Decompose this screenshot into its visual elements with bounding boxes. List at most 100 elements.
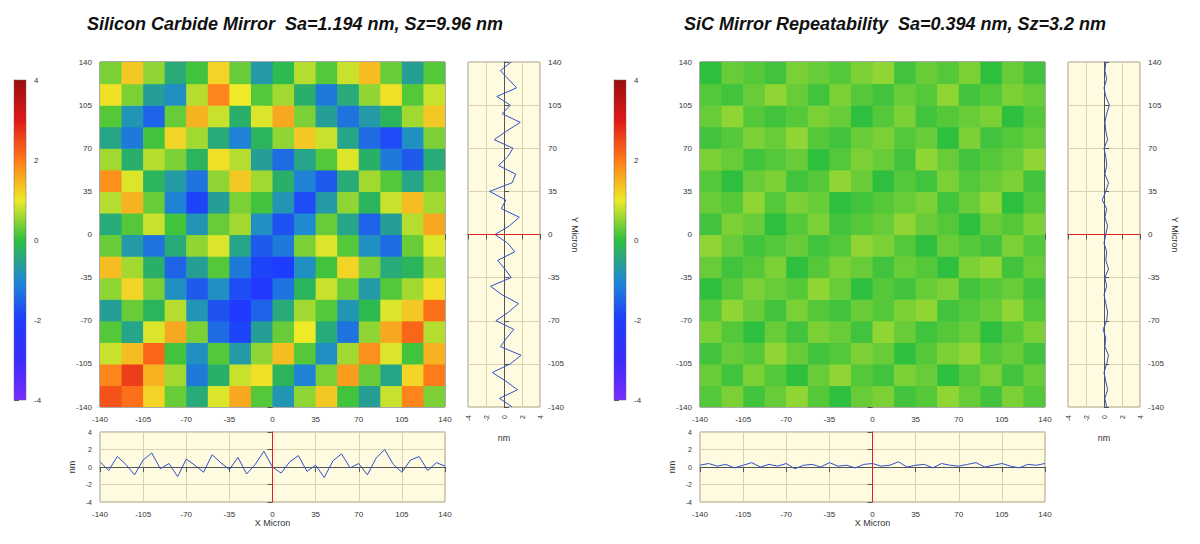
svg-text:nm: nm xyxy=(498,433,511,443)
svg-text:-2: -2 xyxy=(634,316,642,325)
svg-text:2: 2 xyxy=(634,156,639,165)
svg-text:-70: -70 xyxy=(780,415,792,424)
svg-text:35: 35 xyxy=(83,187,92,196)
svg-text:-70: -70 xyxy=(180,415,192,424)
svg-text:2: 2 xyxy=(1119,415,1126,419)
svg-text:-35: -35 xyxy=(680,273,692,282)
svg-text:-105: -105 xyxy=(76,359,93,368)
svg-text:70: 70 xyxy=(954,415,963,424)
svg-text:-70: -70 xyxy=(680,316,692,325)
svg-text:-140: -140 xyxy=(676,403,693,412)
svg-text:140: 140 xyxy=(679,58,693,67)
svg-text:-35: -35 xyxy=(548,273,560,282)
svg-text:-35: -35 xyxy=(224,510,236,519)
svg-text:-140: -140 xyxy=(92,510,109,519)
svg-text:35: 35 xyxy=(683,187,692,196)
svg-text:140: 140 xyxy=(1148,58,1162,67)
svg-text:70: 70 xyxy=(354,510,363,519)
svg-text:4: 4 xyxy=(88,429,92,436)
svg-text:X Micron: X Micron xyxy=(855,518,891,528)
svg-text:105: 105 xyxy=(1148,101,1162,110)
svg-text:0: 0 xyxy=(688,230,693,239)
svg-text:0: 0 xyxy=(1148,230,1153,239)
svg-text:-70: -70 xyxy=(180,510,192,519)
svg-text:-4: -4 xyxy=(465,415,472,421)
svg-text:-105: -105 xyxy=(676,359,693,368)
svg-text:2: 2 xyxy=(519,415,526,419)
svg-text:140: 140 xyxy=(1038,415,1052,424)
svg-text:35: 35 xyxy=(911,415,920,424)
svg-text:0: 0 xyxy=(88,464,92,471)
svg-text:-105: -105 xyxy=(135,510,152,519)
svg-text:-140: -140 xyxy=(692,415,709,424)
svg-text:0: 0 xyxy=(501,415,508,419)
svg-text:nm: nm xyxy=(67,461,77,474)
svg-text:nm: nm xyxy=(667,461,677,474)
svg-text:0: 0 xyxy=(548,230,553,239)
svg-text:70: 70 xyxy=(354,415,363,424)
svg-text:140: 140 xyxy=(548,58,562,67)
svg-text:-2: -2 xyxy=(1083,415,1090,421)
svg-text:-35: -35 xyxy=(80,273,92,282)
svg-text:35: 35 xyxy=(1148,187,1157,196)
svg-text:2: 2 xyxy=(88,446,92,453)
svg-text:70: 70 xyxy=(954,510,963,519)
svg-text:105: 105 xyxy=(395,415,409,424)
svg-text:105: 105 xyxy=(679,101,693,110)
svg-text:4: 4 xyxy=(537,415,544,419)
svg-text:70: 70 xyxy=(1148,144,1157,153)
svg-text:35: 35 xyxy=(911,510,920,519)
svg-text:0: 0 xyxy=(870,415,875,424)
svg-text:4: 4 xyxy=(1137,415,1144,419)
svg-text:-140: -140 xyxy=(692,510,709,519)
svg-text:105: 105 xyxy=(395,510,409,519)
svg-text:-4: -4 xyxy=(686,499,692,506)
svg-text:35: 35 xyxy=(311,510,320,519)
svg-text:-70: -70 xyxy=(80,316,92,325)
svg-text:105: 105 xyxy=(548,101,562,110)
svg-text:-4: -4 xyxy=(634,396,642,405)
svg-text:0: 0 xyxy=(870,510,875,519)
svg-text:140: 140 xyxy=(438,415,452,424)
svg-text:2: 2 xyxy=(34,156,39,165)
svg-text:-35: -35 xyxy=(824,510,836,519)
svg-text:Y Micron: Y Micron xyxy=(1170,217,1180,252)
svg-text:70: 70 xyxy=(548,144,557,153)
svg-text:-105: -105 xyxy=(735,510,752,519)
svg-text:Silicon Carbide Mirror Sa=1.1: Silicon Carbide Mirror Sa=1.194 nm, Sz=9… xyxy=(87,14,503,34)
svg-text:4: 4 xyxy=(634,76,639,85)
svg-text:-105: -105 xyxy=(135,415,152,424)
svg-text:X Micron: X Micron xyxy=(255,518,291,528)
svg-text:70: 70 xyxy=(83,144,92,153)
svg-text:-2: -2 xyxy=(86,481,92,488)
svg-text:0: 0 xyxy=(270,415,275,424)
svg-text:-35: -35 xyxy=(224,415,236,424)
svg-text:0: 0 xyxy=(270,510,275,519)
svg-text:-2: -2 xyxy=(34,316,42,325)
svg-text:-4: -4 xyxy=(1065,415,1072,421)
svg-text:-70: -70 xyxy=(1148,316,1160,325)
svg-text:-70: -70 xyxy=(548,316,560,325)
svg-text:-2: -2 xyxy=(686,481,692,488)
svg-text:4: 4 xyxy=(34,76,39,85)
svg-text:-2: -2 xyxy=(483,415,490,421)
svg-text:-140: -140 xyxy=(92,415,109,424)
svg-text:0: 0 xyxy=(1101,415,1108,419)
svg-text:70: 70 xyxy=(683,144,692,153)
svg-text:0: 0 xyxy=(634,236,639,245)
svg-text:-35: -35 xyxy=(824,415,836,424)
svg-text:35: 35 xyxy=(311,415,320,424)
svg-text:35: 35 xyxy=(548,187,557,196)
svg-text:-105: -105 xyxy=(735,415,752,424)
svg-text:-105: -105 xyxy=(548,359,565,368)
svg-text:105: 105 xyxy=(79,101,93,110)
svg-text:0: 0 xyxy=(688,464,692,471)
svg-text:140: 140 xyxy=(438,510,452,519)
svg-text:4: 4 xyxy=(688,429,692,436)
svg-text:-140: -140 xyxy=(76,403,93,412)
svg-text:-140: -140 xyxy=(1148,403,1165,412)
svg-text:-105: -105 xyxy=(1148,359,1165,368)
svg-text:105: 105 xyxy=(995,415,1009,424)
svg-text:2: 2 xyxy=(688,446,692,453)
svg-text:-140: -140 xyxy=(548,403,565,412)
